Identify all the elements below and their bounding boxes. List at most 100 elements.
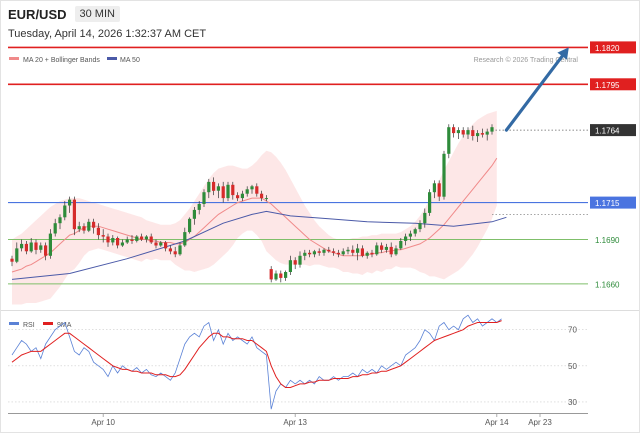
candle-down [10,258,14,262]
candle-down [437,183,441,197]
candle-up [432,183,436,193]
candle-up [394,248,398,255]
candle-up [48,233,52,256]
candle-down [480,133,484,135]
candle-up [63,205,67,218]
candle-up [408,233,412,237]
candle-up [207,181,211,193]
candle-up [183,232,187,246]
candle-up [240,193,244,199]
candle-up [53,223,57,234]
candle-up [284,272,288,278]
candle-down [461,130,465,135]
candle-up [125,239,129,243]
legend-swatch-rsi [9,322,19,325]
candle-down [168,248,172,252]
candle-down [370,252,374,255]
legend-label-ma20: MA 20 + Bollinger Bands [23,57,100,64]
candle-up [341,251,345,255]
level-label-1.1690: 1.1690 [595,236,620,245]
candle-up [250,186,254,190]
rsi-tick-label: 50 [568,362,577,371]
rsi-panel: 30 50 70 [8,314,588,410]
candle-up [476,133,480,137]
candle-down [327,249,331,252]
legend-swatch-ma20 [9,57,19,60]
candle-down [360,248,364,256]
legend-label-rsi: RSI [23,322,35,329]
candle-up [384,246,388,250]
candle-down [269,269,273,280]
candle-down [293,260,297,265]
bollinger-band-area [12,110,497,305]
candle-down [140,236,144,240]
candle-up [404,236,408,241]
candle-up [15,248,19,262]
candle-up [375,245,379,255]
candle-up [77,226,81,230]
candle-up [87,221,91,231]
level-label-1.1660: 1.1660 [595,280,620,289]
candle-up [68,199,72,206]
candle-up [197,204,201,210]
candle-down [96,227,100,236]
candle-up [413,229,417,234]
candle-up [466,130,470,135]
candle-down [317,251,321,253]
candle-down [260,193,264,199]
candle-down [389,246,393,255]
candle-down [164,242,168,249]
candle-down [130,239,134,241]
candle-up [303,252,307,256]
candle-down [24,243,28,252]
price-legend: MA 20 + Bollinger Bands MA 50 [9,57,140,64]
candle-down [336,252,340,255]
x-tick-label: Apr 14 [485,418,509,427]
candle-down [332,251,336,253]
candle-up [399,241,403,249]
candle-up [423,212,427,224]
candle-down [101,235,105,237]
candle-down [149,236,153,243]
candle-down [72,199,76,230]
rsi-ma-line [11,320,502,388]
candle-down [82,226,86,231]
candle-up [216,186,220,191]
candle-up [29,242,33,252]
candle-down [44,245,48,256]
legend-label-ma50: MA 50 [120,57,140,64]
candle-up [485,131,489,135]
candle-up [288,260,292,272]
candle-up [192,209,196,219]
candle-down [471,130,475,136]
candle-up [111,238,115,243]
candle-up [202,192,206,204]
candle-down [221,186,225,199]
x-tick-label: Apr 13 [283,418,307,427]
level-tag-1.1795 [590,78,636,91]
timeframe-badge[interactable]: 30 MIN [74,6,120,22]
level-label-1.1715: 1.1715 [595,199,620,208]
candle-up [442,153,446,197]
level-label-1.1764: 1.1764 [595,127,620,136]
candle-up [346,249,350,252]
chart-datetime: Tuesday, April 14, 2026 1:32:37 AM CET [8,28,207,40]
candle-up [428,192,432,213]
candle-up [226,184,230,199]
candle-up [39,245,43,250]
candle-up [356,248,360,253]
level-label-1.1795: 1.1795 [595,81,620,90]
forecast-arrow [504,47,569,132]
x-axis: Apr 10 Apr 13 Apr 14 Apr 23 [91,413,552,427]
rsi-tick-label: 30 [568,398,577,407]
candlesticks [10,124,494,283]
candle-up [20,243,24,249]
forecast-arrow-shaft [504,54,564,132]
candle-up [312,251,316,255]
rsi-legend: RSI 9MA [9,322,72,329]
candle-down [279,273,283,278]
candle-up [159,242,163,246]
rsi-tick-label: 70 [568,326,577,335]
candle-up [298,255,302,265]
